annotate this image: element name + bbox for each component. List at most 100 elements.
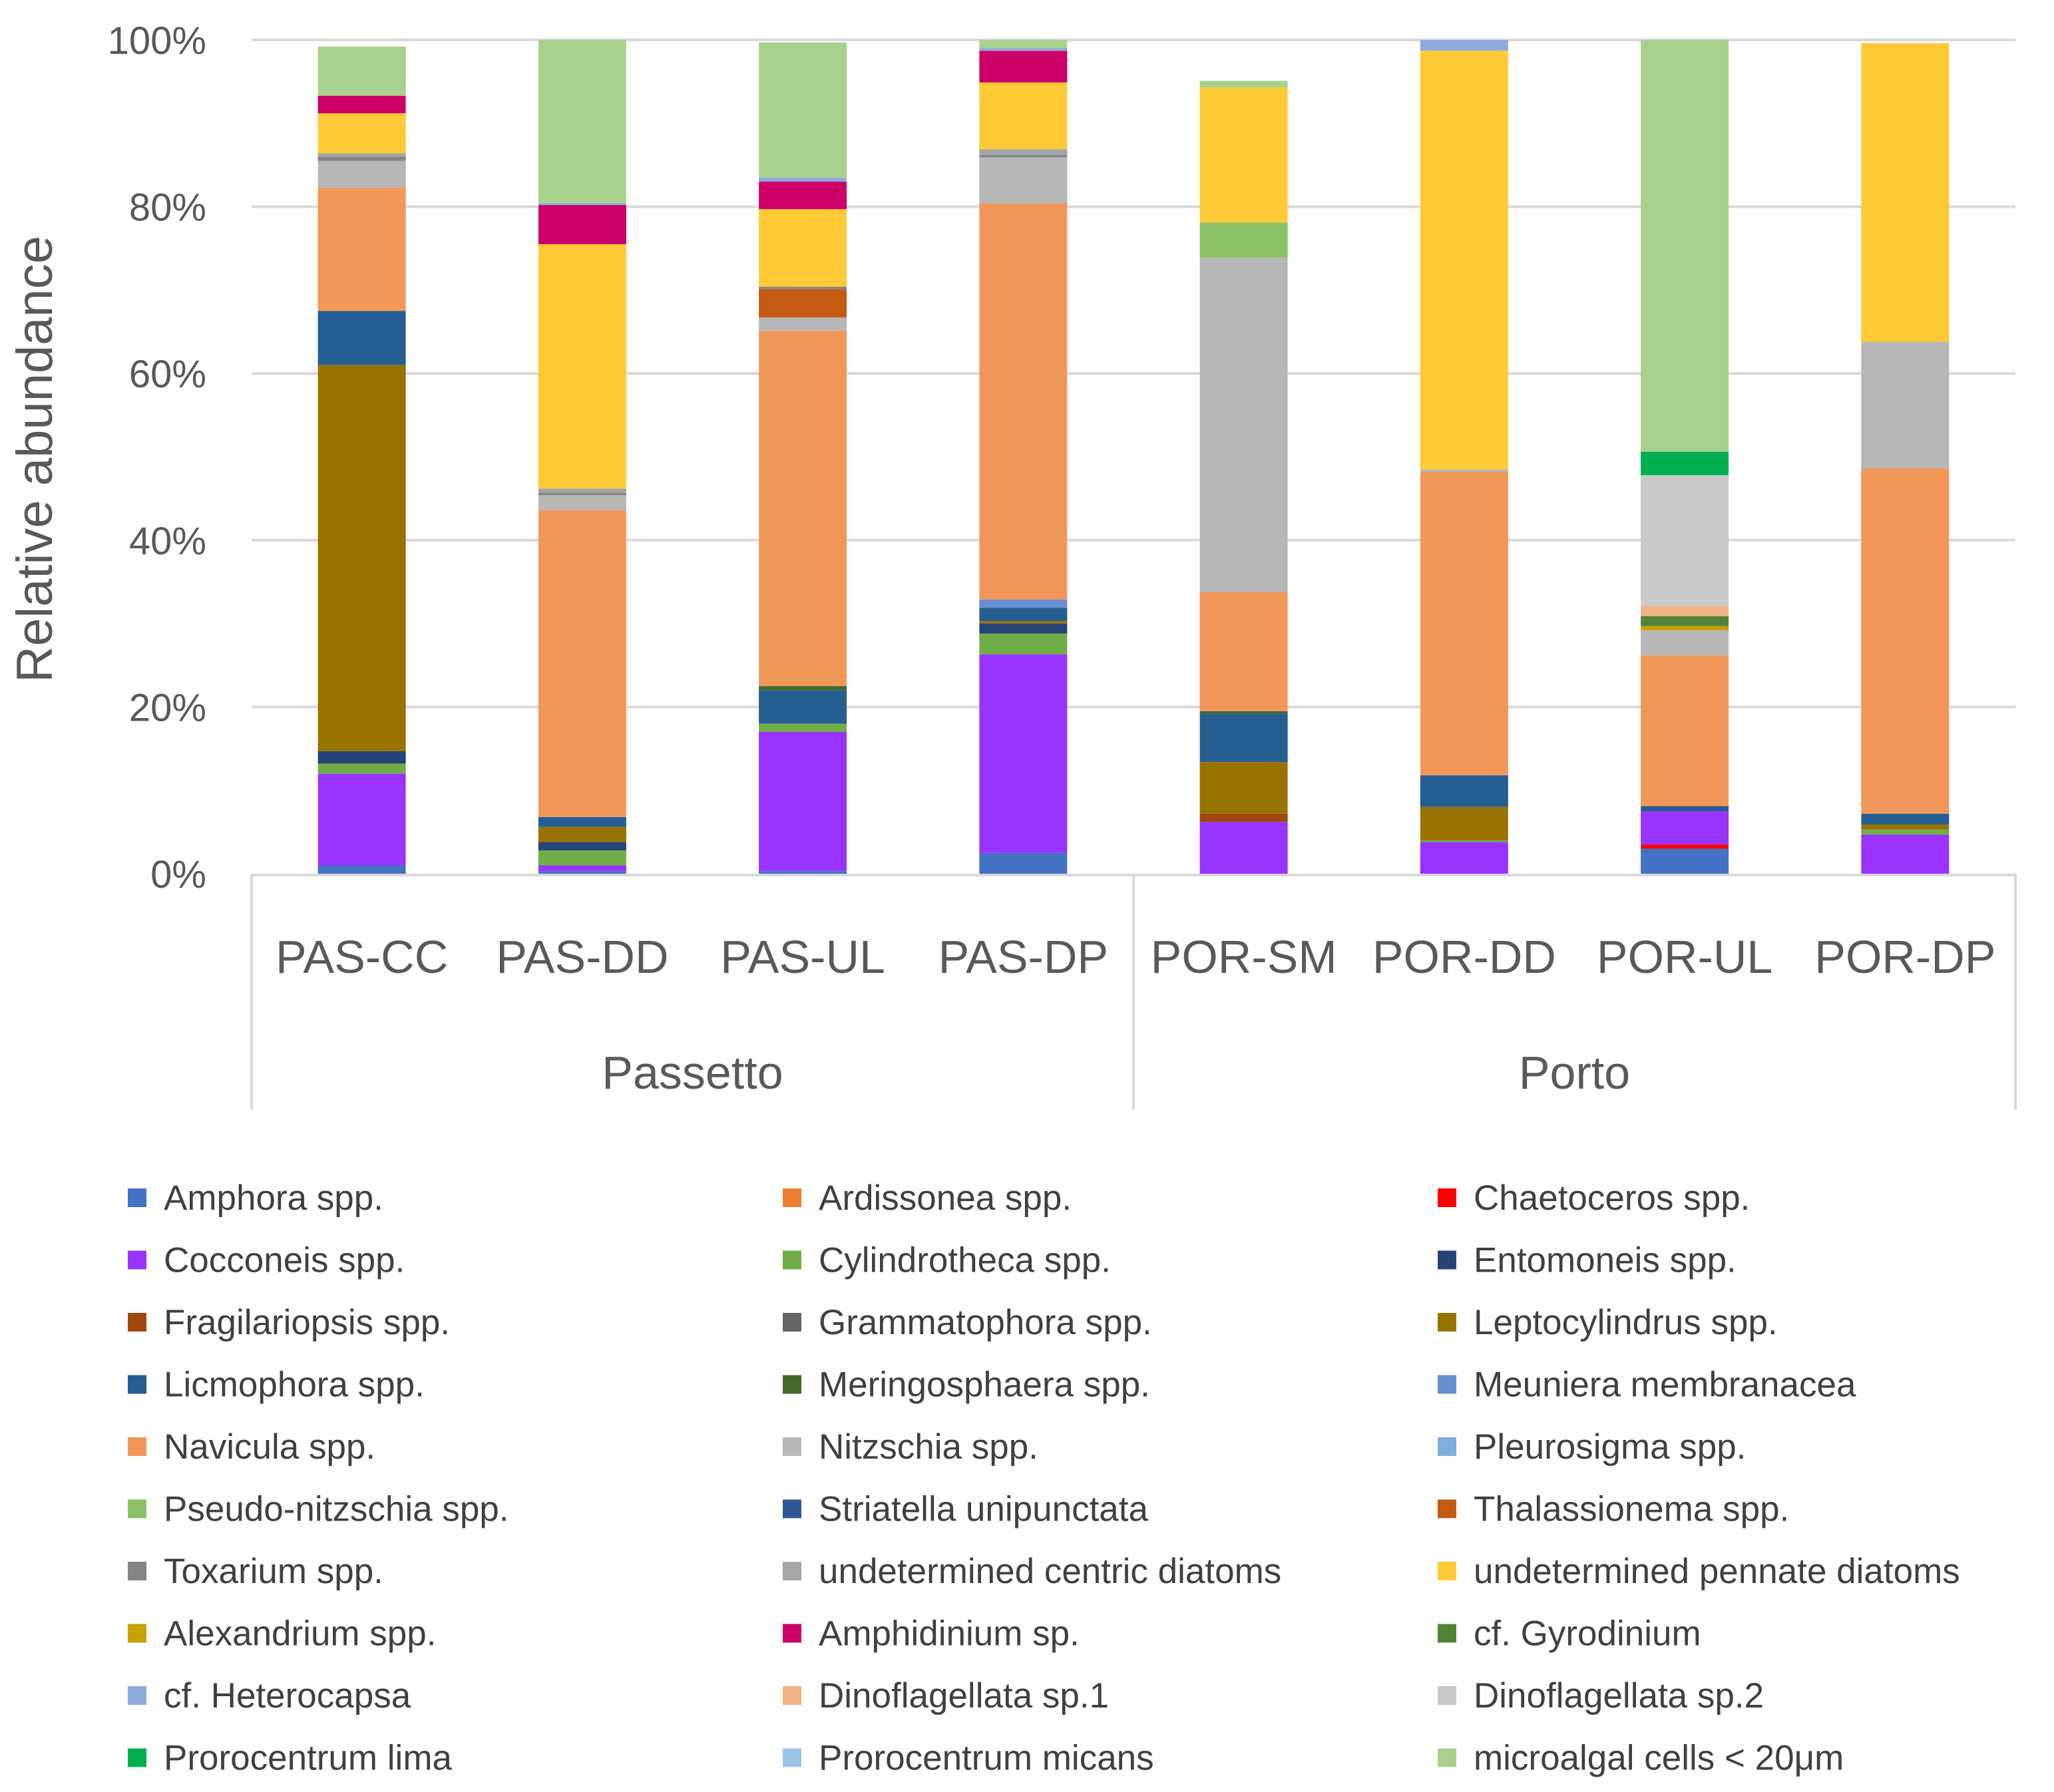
legend-swatch bbox=[1438, 1499, 1456, 1519]
legend-swatch bbox=[128, 1624, 146, 1643]
bar-segment bbox=[1861, 341, 1950, 469]
bar-segment bbox=[1199, 87, 1288, 223]
legend-swatch bbox=[1438, 1437, 1456, 1456]
bar-segment bbox=[1199, 592, 1288, 711]
legend-swatch bbox=[128, 1313, 146, 1332]
bar-segment bbox=[759, 723, 847, 732]
bar-segment bbox=[1420, 469, 1508, 472]
legend-item: Licmophora spp. bbox=[128, 1365, 425, 1405]
bar-segment bbox=[317, 751, 406, 764]
bar-segment bbox=[1420, 51, 1508, 470]
bar-segment bbox=[1641, 630, 1729, 655]
bar-segment bbox=[979, 624, 1068, 634]
x-tick-label: PAS-CC bbox=[276, 931, 448, 983]
bar-segment bbox=[979, 621, 1068, 624]
bar-segment bbox=[759, 871, 847, 874]
x-tick-label: POR-DD bbox=[1372, 931, 1556, 983]
bar-segment bbox=[1641, 606, 1729, 616]
bar-segment bbox=[1420, 842, 1508, 874]
bar-segment bbox=[1420, 40, 1508, 51]
bar-stack-pas-cc bbox=[317, 47, 406, 874]
bar-segment bbox=[1641, 848, 1729, 874]
bar-segment bbox=[759, 177, 847, 182]
legend-item: Leptocylindrus spp. bbox=[1438, 1303, 1778, 1342]
legend-label: Navicula spp. bbox=[164, 1427, 375, 1467]
bar-segment bbox=[1199, 822, 1288, 874]
bar-segment bbox=[1861, 824, 1950, 830]
bar-segment bbox=[759, 289, 847, 318]
legend-swatch bbox=[128, 1748, 146, 1767]
bar-segment bbox=[1199, 713, 1288, 763]
bar-segment bbox=[538, 871, 626, 874]
bar-stack-pas-ul bbox=[759, 42, 847, 874]
bar-segment bbox=[979, 203, 1068, 600]
bar-segment bbox=[979, 51, 1068, 83]
legend-label: Amphidinium sp. bbox=[819, 1614, 1080, 1654]
legend-label: Meringosphaera spp. bbox=[819, 1365, 1150, 1405]
legend-swatch bbox=[783, 1499, 801, 1519]
bar-segment bbox=[979, 157, 1068, 204]
bar-segment bbox=[1861, 834, 1950, 874]
bar-segment bbox=[979, 599, 1068, 608]
legend-item: Chaetoceros spp. bbox=[1438, 1178, 1750, 1218]
legend-item: Fragilariopsis spp. bbox=[128, 1303, 450, 1342]
legend: Amphora spp. Ardissonea spp. Chaetoceros s… bbox=[128, 1178, 1960, 1778]
legend-item: Thalassionema spp. bbox=[1438, 1490, 1789, 1529]
x-tick-label: POR-DP bbox=[1814, 931, 1995, 983]
bar-segment bbox=[538, 865, 626, 872]
bar-segment bbox=[1420, 775, 1508, 807]
bar-stack-por-dd bbox=[1420, 40, 1508, 874]
legend-swatch bbox=[1438, 1188, 1456, 1207]
legend-swatch bbox=[783, 1188, 801, 1207]
legend-item: Entomoneis spp. bbox=[1438, 1241, 1737, 1280]
legend-item: Prorocentrum lima bbox=[128, 1739, 452, 1778]
legend-label: Chaetoceros spp. bbox=[1474, 1178, 1750, 1218]
legend-label: Nitzschia spp. bbox=[819, 1427, 1038, 1467]
y-tick-label: 20% bbox=[129, 686, 206, 729]
legend-swatch bbox=[1438, 1250, 1456, 1270]
x-tick-label: POR-UL bbox=[1597, 931, 1772, 983]
legend-swatch bbox=[783, 1375, 801, 1394]
bar-stack-por-dp bbox=[1861, 43, 1950, 874]
legend-item: cf. Gyrodinium bbox=[1438, 1614, 1701, 1654]
legend-item: cf. Heterocapsa bbox=[128, 1676, 411, 1715]
bar-segment bbox=[1420, 806, 1508, 840]
bar-segment bbox=[317, 153, 406, 157]
bar-segment bbox=[979, 149, 1068, 155]
legend-item: Amphidinium sp. bbox=[783, 1614, 1080, 1654]
bar-segment bbox=[317, 763, 406, 774]
bar-segment bbox=[1641, 451, 1729, 476]
bar-segment bbox=[1861, 468, 1950, 814]
legend-label: Ardissonea spp. bbox=[819, 1178, 1072, 1218]
bar-segment bbox=[317, 156, 406, 161]
legend-label: Thalassionema spp. bbox=[1474, 1490, 1789, 1529]
bar-segment bbox=[1420, 472, 1508, 776]
x-tick-label: PAS-UL bbox=[720, 931, 885, 983]
bar-segment bbox=[317, 113, 406, 154]
bar-segment bbox=[317, 95, 406, 114]
legend-swatch bbox=[783, 1437, 801, 1456]
legend-item: Striatella unipunctata bbox=[783, 1490, 1149, 1529]
legend-swatch bbox=[783, 1250, 801, 1270]
bar-segment bbox=[979, 154, 1068, 158]
y-tick-label: 40% bbox=[129, 520, 206, 563]
legend-item: Meuniera membranacea bbox=[1438, 1365, 1856, 1405]
legend-label: Dinoflagellata sp.2 bbox=[1474, 1676, 1764, 1715]
bar-segment bbox=[1641, 616, 1729, 626]
y-axis-ticks: 0% 20% 40% 60% 80% 100% bbox=[108, 19, 206, 896]
bar-segment bbox=[317, 773, 406, 866]
legend-label: Cylindrotheca spp. bbox=[819, 1241, 1111, 1280]
x-axis: PAS-CC PAS-DD PAS-UL PAS-DP POR-SM POR-DD POR-… bbox=[250, 874, 2017, 1110]
legend-label: microalgal cells < 20μm bbox=[1474, 1739, 1844, 1778]
legend-label: Pseudo-nitzschia spp. bbox=[164, 1490, 509, 1529]
legend-item: Navicula spp. bbox=[128, 1427, 375, 1467]
bar-segment bbox=[317, 865, 406, 874]
bar-segment bbox=[538, 488, 626, 493]
bar-segment bbox=[538, 495, 626, 510]
bar-segment bbox=[538, 842, 626, 850]
legend-label: undetermined centric diatoms bbox=[819, 1552, 1281, 1591]
bar-stack-pas-dd bbox=[538, 40, 626, 874]
legend-label: Prorocentrum lima bbox=[164, 1739, 452, 1778]
bar-segment bbox=[538, 205, 626, 244]
